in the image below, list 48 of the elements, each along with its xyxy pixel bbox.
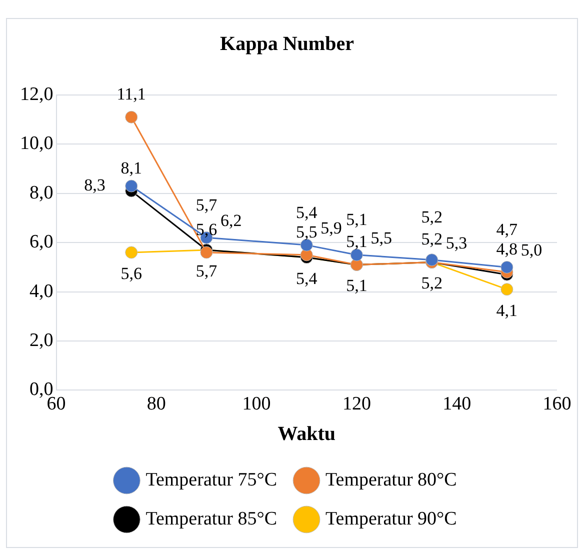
data-label: 5,7 (196, 195, 218, 214)
y-tick-label: 4,0 (30, 280, 54, 302)
point (125, 246, 138, 259)
data-label: 5,2 (421, 230, 442, 249)
point (500, 260, 514, 274)
data-label: 5,0 (520, 240, 542, 260)
x-tick-label: 80 (146, 394, 166, 415)
chart-title: Kappa Number (220, 33, 354, 56)
x-tick-label: 100 (242, 394, 271, 415)
data-label: 5,4 (296, 202, 318, 222)
point (500, 283, 514, 296)
point (125, 180, 138, 192)
point (426, 254, 438, 266)
data-label: 4,7 (496, 220, 518, 240)
y-tick-label: 8,0 (30, 182, 54, 204)
data-label: 5,6 (120, 264, 142, 283)
data-label: 5,5 (370, 228, 392, 248)
data-label: 5,1 (346, 276, 368, 296)
data-label: 8,3 (84, 175, 106, 194)
y-tick-label: 2,0 (30, 330, 54, 351)
data-label: 11,1 (116, 84, 146, 104)
x-tick-label: 120 (342, 394, 371, 415)
data-label: 8,1 (120, 158, 142, 178)
data-label: 6,2 (220, 211, 242, 230)
y-tick-label: 6,0 (30, 232, 54, 253)
data-label: 5,7 (196, 261, 218, 280)
data-label: 5,1 (346, 210, 368, 230)
point (125, 110, 138, 124)
data-label: 5,3 (446, 233, 468, 252)
x-tick-label: 160 (542, 394, 572, 415)
x-tick-label: 140 (442, 394, 472, 415)
data-label: 5,2 (421, 274, 442, 293)
legend-label: Temperatur 85°C (146, 508, 277, 530)
y-tick-label: 10,0 (20, 133, 54, 154)
data-label: 5,2 (421, 208, 442, 227)
legend-label: Temperatur 80°C (326, 469, 457, 490)
data-label: 5,9 (320, 218, 342, 238)
legend-label: Temperatur 90°C (326, 508, 457, 530)
data-label: 4,8 (496, 240, 518, 259)
y-tick-label: 12,0 (20, 84, 54, 105)
data-label: 5,1 (346, 232, 368, 252)
data-label: 5,5 (296, 222, 318, 242)
data-label: 5,4 (296, 268, 318, 288)
data-label: 4,1 (496, 300, 518, 320)
x-axis-title: Waktu (278, 423, 336, 446)
point (200, 246, 213, 259)
point (350, 248, 363, 262)
legend-label: Temperatur 75°C (146, 469, 277, 490)
